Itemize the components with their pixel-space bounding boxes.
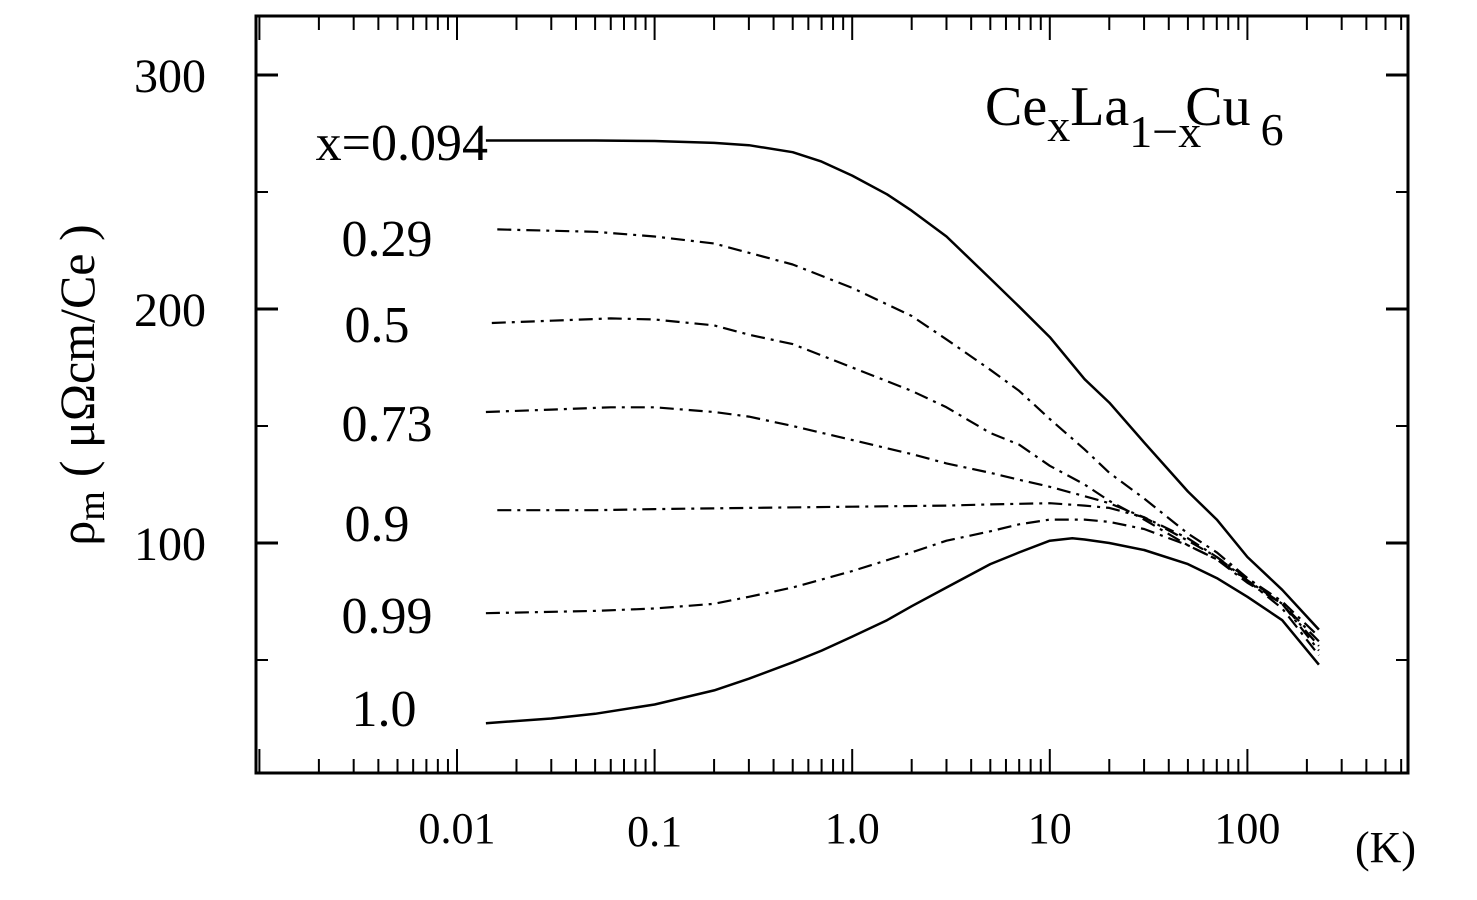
series-label: x=0.094 xyxy=(316,115,488,172)
x-tick-label: 0.01 xyxy=(419,804,496,853)
y-tick-label: 100 xyxy=(134,518,206,571)
x-tick-label: 0.1 xyxy=(627,807,682,856)
series-line xyxy=(491,317,1320,643)
x-tick-labels: 0.01 0.1 1.0 10 100 xyxy=(419,804,1281,856)
series-label: 0.9 xyxy=(345,496,410,553)
series-labels: x=0.094 0.29 0.5 0.73 0.9 0.99 1.0 xyxy=(316,115,488,738)
y-axis-units: ( μΩcm/Ce ) xyxy=(49,224,105,477)
series-label: 1.0 xyxy=(352,681,417,738)
formula-cu: Cu xyxy=(1185,76,1250,138)
series-line xyxy=(497,502,1320,652)
series-line xyxy=(485,139,1320,631)
series-label: 0.99 xyxy=(342,588,433,645)
series-label: 0.29 xyxy=(342,211,433,268)
formula-label: CexLa1−xCu 6 xyxy=(985,76,1284,157)
formula-la: La xyxy=(1070,76,1129,138)
series-label: 0.73 xyxy=(342,396,433,453)
formula-la-sub: 1−x xyxy=(1129,106,1201,157)
x-tick-label: 1.0 xyxy=(825,804,880,853)
plot-frame xyxy=(254,14,1410,775)
series-layer xyxy=(485,139,1320,725)
y-tick-label: 200 xyxy=(134,284,206,337)
x-axis-label: (K) xyxy=(1355,823,1416,872)
x-tick-label: 10 xyxy=(1028,804,1072,853)
series-line xyxy=(485,537,1320,725)
series-line xyxy=(497,228,1320,638)
formula-ce: Ce xyxy=(985,76,1047,138)
series-line xyxy=(485,518,1320,656)
y-axis-subscript: m xyxy=(71,491,113,521)
y-ticks: 300 200 100 xyxy=(134,50,1408,661)
y-axis-label: ρm ( μΩcm/Ce ) xyxy=(49,224,113,545)
y-tick-label: 300 xyxy=(134,50,206,103)
formula-ce-sub: x xyxy=(1047,100,1070,151)
formula-cu-sub: 6 xyxy=(1261,104,1284,155)
series-label: 0.5 xyxy=(345,297,410,354)
y-axis-symbol: ρ xyxy=(49,521,105,546)
x-tick-label: 100 xyxy=(1214,804,1280,853)
x-minor-ticks xyxy=(258,16,1403,773)
